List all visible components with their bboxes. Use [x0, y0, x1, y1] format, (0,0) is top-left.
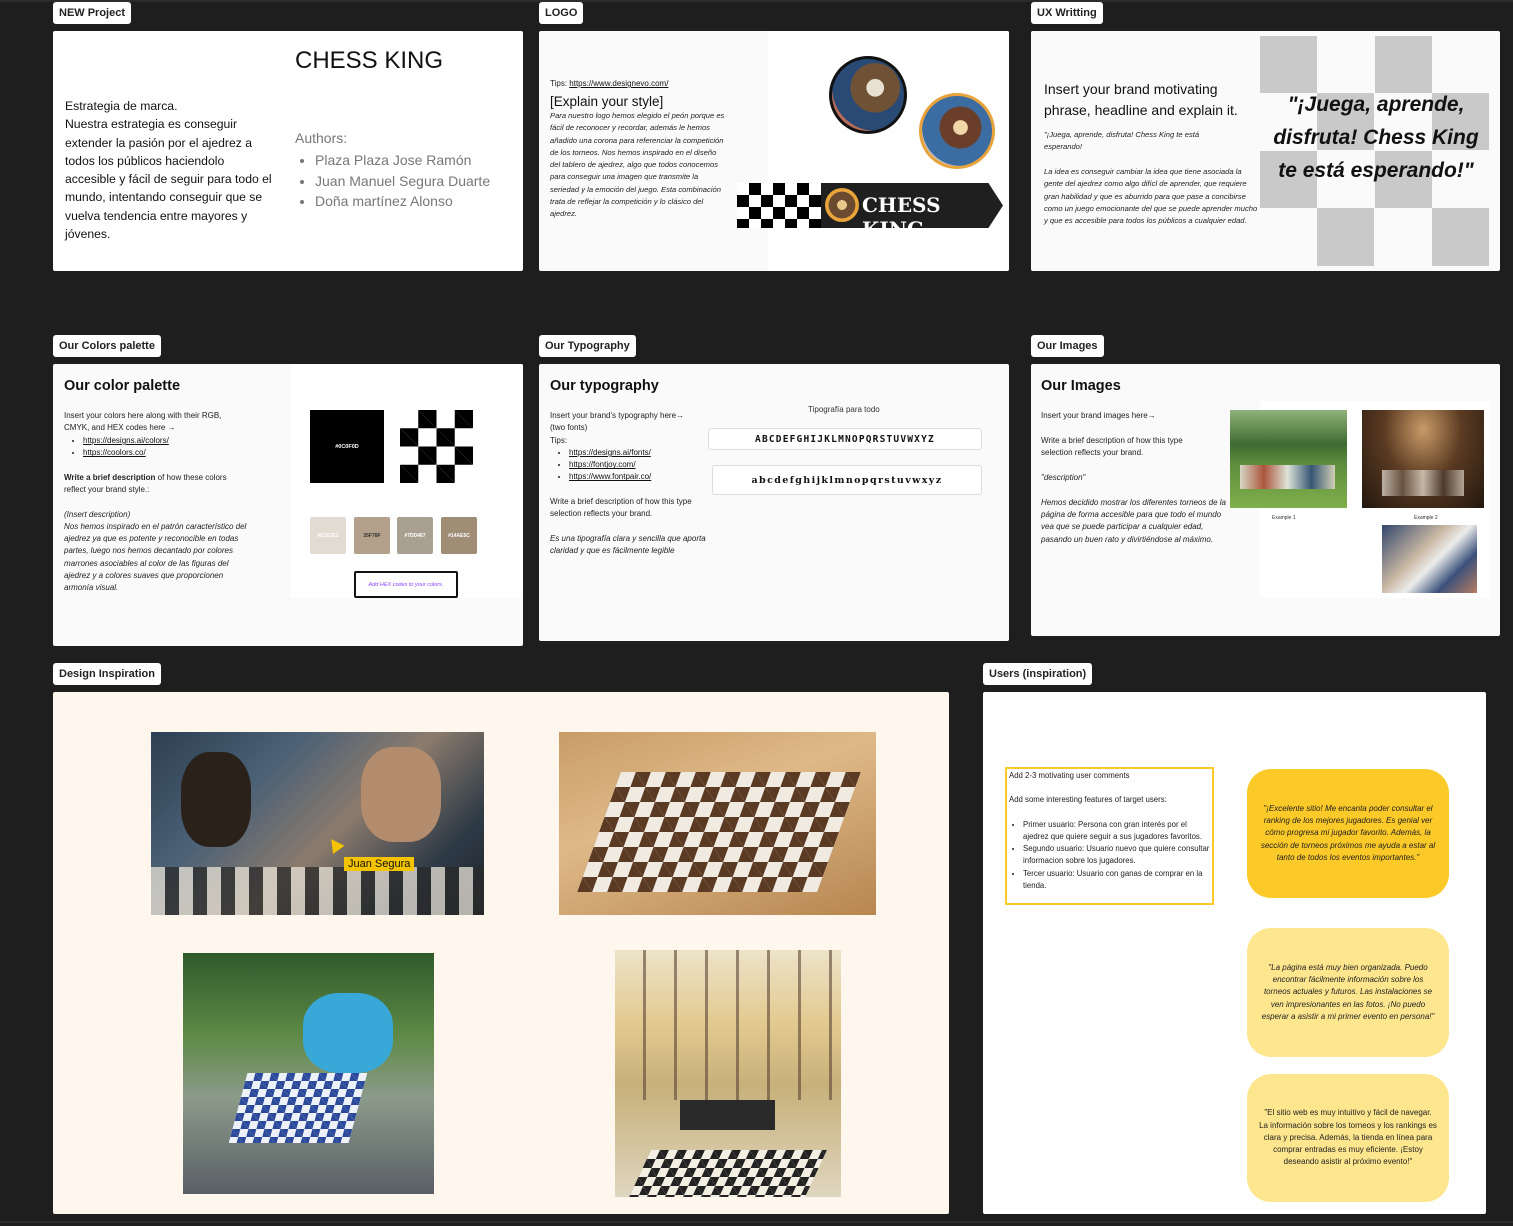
frame-new-project[interactable]: Estrategia de marca. Nuestra estrategia … — [53, 31, 523, 271]
frame-images[interactable]: Our Images Insert your brand images here… — [1031, 364, 1500, 636]
user-box-line-1: Add 2-3 motivating user comments — [1009, 771, 1130, 780]
ux-quote-small: "¡Juega, aprende, disfruta! Chess King t… — [1044, 130, 1200, 152]
painting-photo — [615, 950, 841, 1197]
author-item: Juan Manuel Segura Duarte — [315, 171, 490, 192]
example-1-image — [1230, 410, 1347, 508]
park-chess-photo — [183, 953, 434, 1194]
colors-links: https://designs.ai/colors/ https://coolo… — [69, 435, 169, 459]
strategy-heading: Estrategia de marca. — [65, 99, 178, 113]
logo-tips: Tips: https://www.designevo.com/ — [550, 79, 669, 88]
frame-logo[interactable]: Tips: https://www.designevo.com/ [Explai… — [539, 31, 1009, 271]
project-title: CHESS KING — [295, 47, 444, 74]
colors-title: Our color palette — [64, 378, 181, 394]
frame-typography[interactable]: Our typography Insert your brand's typog… — [539, 364, 1009, 641]
images-write: Write a brief description of how this ty… — [1041, 436, 1183, 458]
colors-insert-desc: (Insert description) — [64, 510, 131, 519]
frame-colors[interactable]: Our color palette Insert your colors her… — [53, 364, 523, 646]
swatch-3[interactable]: #7DD467 — [397, 517, 433, 554]
checker-banner-icon — [737, 183, 823, 228]
frame-label-ux-writting[interactable]: UX Writting — [1031, 2, 1103, 24]
typography-write: Write a brief description of how this ty… — [550, 497, 692, 519]
ux-heading: Insert your brand motivating phrase, hea… — [1044, 81, 1238, 118]
user-feature-item: Primer usuario: Persona con gran interés… — [1023, 819, 1210, 844]
lowercase-sample: abcdefghijklmnopqrstuvwxyz — [712, 465, 982, 495]
frame-label-colors[interactable]: Our Colors palette — [53, 335, 161, 357]
typography-title: Our typography — [550, 378, 659, 394]
ux-checker-background — [1260, 36, 1489, 266]
pawn-logo-icon — [829, 56, 907, 134]
frame-label-new-project[interactable]: NEW Project — [53, 2, 132, 24]
authors-label: Authors: — [295, 130, 348, 146]
fontjoy-link[interactable]: https://fontjoy.com/ — [569, 460, 636, 470]
frame-label-users[interactable]: Users (inspiration) — [983, 663, 1093, 685]
user-feature-item: Tercer usuario: Usuario con ganas de com… — [1023, 868, 1210, 893]
typography-desc: Es una tipografía clara y sencilla que a… — [550, 534, 706, 556]
example-2-caption: Example 2 — [1414, 515, 1438, 521]
add-hex-codes-button[interactable]: Add HEX codes to your colors. — [354, 571, 458, 598]
coolors-link[interactable]: https://coolors.co/ — [83, 448, 146, 458]
frame-ux-writting[interactable]: Insert your brand motivating phrase, hea… — [1031, 31, 1500, 271]
images-title: Our Images — [1041, 378, 1121, 394]
images-desc-label: "description" — [1041, 473, 1086, 482]
uppercase-sample: ABCDEFGHIJKLMNOPQRSTUVWXYZ — [708, 428, 982, 450]
example-3-image — [1382, 525, 1477, 593]
frame-design-inspiration[interactable]: Juan Segura — [53, 692, 949, 1214]
collaborator-cursor-label: Juan Segura — [344, 857, 415, 871]
user-feature-item: Segundo usuario: Usuario nuevo que quier… — [1023, 843, 1210, 868]
frame-label-logo[interactable]: LOGO — [539, 2, 584, 24]
user-comment-bubble: "¡Excelente sitio! Me encanta poder cons… — [1247, 769, 1449, 898]
frame-label-design-inspiration[interactable]: Design Inspiration — [53, 663, 161, 685]
images-intro: Insert your brand images here→ — [1041, 411, 1156, 420]
logo-body: Para nuestro logo hemos elegido el peón … — [550, 111, 725, 219]
frame-label-typography[interactable]: Our Typography — [539, 335, 636, 357]
strategy-body: Nuestra estrategia es conseguir extender… — [65, 117, 272, 242]
tournament-photo — [151, 732, 484, 915]
user-box-line-2: Add some interesting features of target … — [1009, 795, 1167, 805]
logo-heading: [Explain your style] — [550, 94, 664, 109]
main-swatch[interactable]: #0C0F0D — [310, 410, 384, 483]
author-item: Doña martínez Alonso — [315, 191, 490, 212]
designs-ai-colors-link[interactable]: https://designs.ai/colors/ — [83, 436, 169, 445]
frame-label-images[interactable]: Our Images — [1031, 335, 1104, 357]
banner-pawn-icon — [825, 188, 859, 222]
swatch-1[interactable]: #E1E1E1 — [310, 517, 346, 554]
designs-ai-fonts-link[interactable]: https://designs.ai/fonts/ — [569, 448, 651, 457]
ux-explanation: La idea es conseguir cambiar la idea que… — [1044, 167, 1258, 226]
user-comment-bubble: "La página está muy bien organizada. Pue… — [1247, 928, 1449, 1057]
typography-intro: Insert your brand's typography here→ (tw… — [550, 411, 685, 433]
swatch-4[interactable]: #14AE5C — [441, 517, 477, 554]
authors-list: Plaza Plaza Jose Ramón Juan Manuel Segur… — [301, 150, 490, 212]
checker-swatch-icon — [400, 410, 473, 483]
example-1-caption: Example 1 — [1272, 515, 1296, 521]
user-features-list: Primer usuario: Persona con gran interés… — [1009, 819, 1210, 893]
user-features-box[interactable]: Add 2-3 motivating user comments Add som… — [1005, 767, 1214, 905]
strategy-text: Estrategia de marca. Nuestra estrategia … — [65, 97, 273, 243]
frame-users[interactable]: Add 2-3 motivating user comments Add som… — [983, 692, 1486, 1214]
designevo-link[interactable]: https://www.designevo.com/ — [569, 79, 669, 88]
example-2-image — [1362, 410, 1484, 508]
pawn-logo-gold-icon — [919, 93, 995, 169]
fontpair-link[interactable]: https://www.fontpair.co/ — [569, 472, 652, 482]
banner-text: CHESS KING — [862, 193, 941, 228]
ux-big-quote: "¡Juega, aprende, disfruta! Chess King t… — [1273, 93, 1479, 182]
canvas-bottom-border — [0, 1221, 1513, 1223]
chess-king-banner: CHESS KING — [821, 183, 1003, 228]
colors-intro: Insert your colors here along with their… — [64, 411, 222, 433]
images-desc: Hemos decidido mostrar los diferentes to… — [1041, 498, 1226, 544]
canvas-top-border — [0, 0, 1513, 2]
typography-links: https://designs.ai/fonts/ https://fontjo… — [555, 447, 651, 484]
author-item: Plaza Plaza Jose Ramón — [315, 150, 490, 171]
swatch-2[interactable]: 35F78F — [354, 517, 390, 554]
colors-write: Write a brief description of how these c… — [64, 473, 227, 495]
user-comment-bubble: "El sitio web es muy intuitivo y fácil d… — [1247, 1074, 1449, 1202]
typography-tips: Tips: — [550, 436, 568, 445]
colors-description: Nos hemos inspirado en el patrón caracte… — [64, 522, 247, 593]
typography-sample-title: Tipografía para todo — [808, 405, 880, 414]
chessboard-photo — [559, 732, 876, 915]
